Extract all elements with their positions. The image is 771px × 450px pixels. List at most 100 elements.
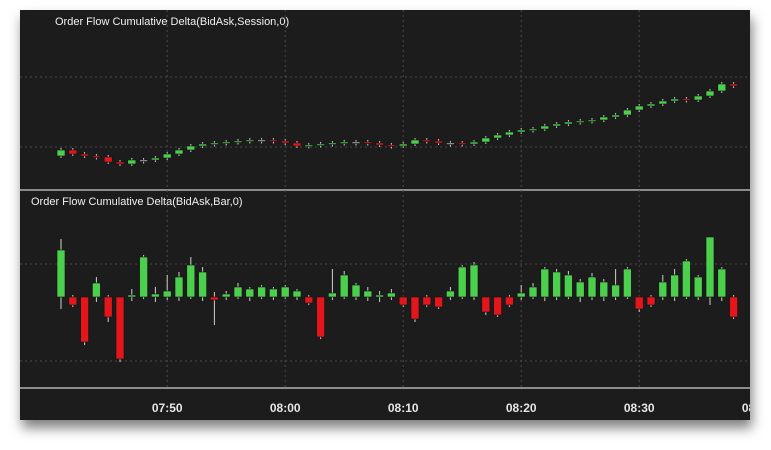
candle-body bbox=[717, 83, 727, 92]
candle-body bbox=[92, 155, 101, 158]
candle-body bbox=[410, 139, 420, 145]
plot: 07:50 08:00 08:10 08:20 08:30 08:40 Order Flow… bbox=[31, 10, 771, 415]
candle-body bbox=[516, 129, 526, 133]
candle-body bbox=[505, 131, 514, 136]
delta-bar bbox=[339, 274, 349, 298]
candle-body bbox=[446, 142, 455, 145]
candle-body bbox=[434, 140, 443, 144]
candle-body bbox=[693, 95, 703, 101]
delta-bar bbox=[316, 296, 325, 338]
candle-body bbox=[363, 141, 373, 144]
delta-bar bbox=[469, 264, 479, 298]
candle-body bbox=[316, 143, 325, 146]
delta-bar bbox=[210, 296, 219, 301]
candle-body bbox=[646, 103, 656, 107]
delta-bar bbox=[481, 296, 491, 313]
candle-body bbox=[280, 140, 290, 144]
delta-bar bbox=[280, 286, 290, 298]
candle-body bbox=[564, 121, 573, 125]
delta-bar bbox=[221, 293, 231, 298]
candle-body bbox=[186, 145, 196, 151]
delta-bar bbox=[269, 288, 278, 298]
candle-body bbox=[552, 123, 561, 127]
delta-bar bbox=[174, 276, 184, 298]
chart-background bbox=[20, 10, 750, 420]
delta-bar bbox=[599, 281, 609, 298]
delta-bar bbox=[528, 286, 538, 298]
delta-bar bbox=[56, 249, 66, 298]
delta-bar bbox=[505, 296, 514, 306]
delta-bar bbox=[304, 296, 314, 304]
candle-body bbox=[221, 141, 231, 144]
candle-body bbox=[599, 116, 609, 121]
candle-body bbox=[575, 120, 585, 123]
delta-bar bbox=[516, 292, 526, 298]
candle-body bbox=[304, 144, 314, 147]
candle-body bbox=[328, 142, 337, 145]
delta-bar bbox=[398, 296, 408, 306]
delta-bar bbox=[410, 296, 420, 320]
delta-bar bbox=[693, 276, 703, 298]
delta-bar bbox=[292, 290, 302, 298]
panel-title: Order Flow Cumulative Delta(BidAsk,Bar,0… bbox=[31, 196, 243, 208]
candle-body bbox=[56, 149, 66, 157]
delta-bar bbox=[493, 296, 502, 316]
candle-body bbox=[528, 128, 538, 131]
candle-body bbox=[351, 141, 361, 144]
candle-body bbox=[127, 159, 137, 165]
x-tick-label: 08:10 bbox=[388, 401, 419, 415]
delta-bar bbox=[611, 284, 620, 298]
delta-bar bbox=[564, 274, 573, 298]
x-tick-label: 08:20 bbox=[506, 401, 537, 415]
candle-body bbox=[705, 90, 715, 97]
delta-bar bbox=[422, 296, 432, 306]
candle-body bbox=[115, 161, 125, 165]
delta-bar bbox=[103, 296, 113, 318]
delta-bar bbox=[139, 256, 148, 298]
candle-body bbox=[611, 114, 620, 118]
candle-body bbox=[269, 139, 278, 142]
delta-bar bbox=[68, 296, 78, 306]
candle-body bbox=[729, 83, 738, 87]
x-tick-label: 08:40 bbox=[742, 401, 771, 415]
candle-body bbox=[68, 149, 78, 155]
delta-bar bbox=[363, 290, 373, 298]
candle-body bbox=[233, 140, 243, 143]
candle-body bbox=[139, 159, 148, 162]
candle-body bbox=[103, 156, 113, 163]
candle-body bbox=[257, 139, 266, 142]
candle-body bbox=[634, 105, 644, 111]
delta-bar bbox=[587, 276, 597, 298]
delta-bar bbox=[434, 296, 443, 308]
candle-body bbox=[422, 139, 432, 142]
delta-bar bbox=[634, 296, 644, 310]
delta-bar bbox=[705, 236, 715, 298]
delta-bar bbox=[328, 292, 337, 298]
delta-bar bbox=[670, 274, 679, 298]
candle-body bbox=[198, 143, 207, 147]
candle-body bbox=[658, 100, 668, 105]
delta-bar bbox=[575, 281, 585, 298]
candle-body bbox=[339, 141, 349, 144]
delta-bar bbox=[729, 296, 738, 318]
candle-body bbox=[682, 98, 691, 101]
delta-bar bbox=[257, 286, 266, 298]
delta-bar bbox=[552, 271, 561, 298]
candle-body bbox=[481, 137, 491, 143]
delta-bar bbox=[245, 288, 255, 298]
delta-bar bbox=[92, 282, 101, 298]
x-tick-label: 08:00 bbox=[270, 401, 301, 415]
candle-body bbox=[162, 153, 172, 159]
delta-bar bbox=[233, 286, 243, 298]
delta-bar bbox=[387, 292, 396, 298]
delta-bar bbox=[658, 281, 668, 298]
delta-bar bbox=[457, 266, 467, 298]
delta-bar bbox=[446, 290, 455, 298]
delta-bar bbox=[80, 296, 89, 343]
candle-body bbox=[151, 157, 160, 161]
candle-body bbox=[670, 98, 679, 102]
delta-bar bbox=[646, 296, 656, 306]
candle-body bbox=[292, 142, 302, 147]
candle-body bbox=[587, 119, 597, 122]
